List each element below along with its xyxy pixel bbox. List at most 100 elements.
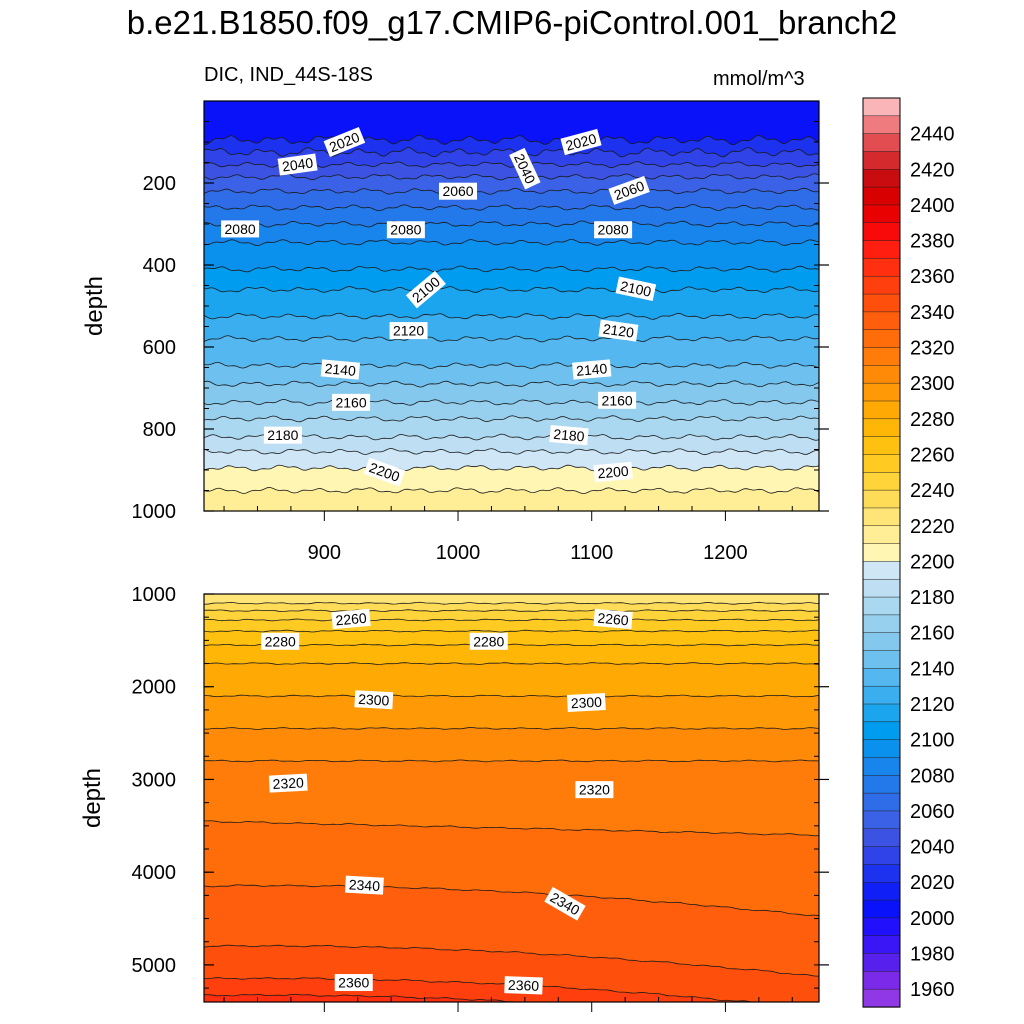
contour-label-text: 2040 [281,154,314,174]
contour-label: 2160 [598,391,637,409]
contour-label-text: 2060 [442,183,473,199]
contour-line-2120 [204,312,819,320]
colorbar-label: 2160 [910,623,955,645]
contour-band-2360 [204,994,531,1002]
contour-label-box [615,276,657,302]
colorbar-bin [862,275,901,295]
contour-label-text: 2200 [597,463,630,482]
colorbar-bin [862,258,901,277]
contour-label-box [389,322,428,340]
colorbar-bin [862,757,901,776]
contour-label-box [405,270,446,309]
colorbar-bin [862,864,901,883]
colorbar-bin [862,418,901,438]
contour-label-text: 2160 [602,392,633,408]
contour-label-box [334,974,373,992]
colorbar: 2440 2420 2400 2380 2360 2340 2320 2300 2280 2260… [862,97,955,1008]
contour-label-box [593,461,633,483]
contour-label-box [331,608,371,630]
contour-label: 2360 [504,976,543,995]
contour-label-box [509,147,541,190]
colorbar-label: 2320 [910,338,955,360]
contour-line-2160 [204,398,819,406]
contour-label-text: 2340 [348,876,380,894]
colorbar-bin [862,578,901,598]
contour-line-2050 [204,173,819,181]
colorbar-label: 2040 [910,837,955,859]
y-tick-label: 5000 [132,955,177,977]
colorbar-bin [862,507,901,527]
colorbar-bin [862,400,901,420]
units-label: mmol/m^3 [713,68,805,90]
contour-label-text: 2320 [579,782,610,798]
colorbar-bin [862,472,901,491]
contour-label-box [549,425,589,446]
colorbar-bin [862,596,901,616]
contour-line-2200 [204,464,819,472]
contour-label-box [608,175,650,205]
y-axis-title: depth [81,276,108,336]
colorbar-label: 2180 [910,587,955,609]
colorbar-bin [862,561,901,580]
contour-line-2330 [204,884,819,917]
contour-label: 2140 [572,359,612,380]
contour-label-box [439,182,478,200]
contour-label: 2180 [549,425,589,446]
contour-label: 2100 [615,276,657,302]
colorbar-bin [862,632,901,652]
colorbar-bin [862,329,901,349]
colorbar-bin [862,685,901,705]
contour-label: 2280 [469,632,508,650]
contour-label-box [598,319,639,342]
contour-label: 2300 [354,690,394,710]
colorbar-bin [862,739,901,759]
contour-label: 2080 [386,221,425,239]
contour-line-2210 [204,486,819,494]
colorbar-bin [862,881,901,901]
contour-label-text: 2140 [324,360,357,379]
colorbar-label: 2300 [910,373,955,395]
contour-label-box [363,457,406,487]
contour-label: 2200 [593,461,633,483]
contour-label: 2180 [263,426,302,444]
contour-line-2240 [204,609,819,613]
contour-line-2140 [204,361,819,369]
contour-label: 2320 [575,781,614,799]
contour-label-box [566,693,606,712]
contour-line-2100 [204,265,819,273]
colorbar-label: 2120 [910,694,955,716]
contour-label-text: 2360 [338,975,369,991]
colorbar-label: 2360 [910,266,955,288]
contour-line-2280 [204,662,819,665]
contour-line-2030 [204,146,819,158]
y-tick-label: 600 [143,337,176,359]
y-tick-label: 1000 [132,501,177,523]
contour-line-2070 [204,203,819,212]
contour-label: 2300 [566,693,606,712]
contour-label: 2060 [439,182,478,200]
contour-line-2310 [204,759,819,763]
colorbar-bin [862,169,901,188]
contour-line-2080 [204,220,819,228]
colorbar-bin [862,222,901,242]
colorbar-label: 2080 [910,765,955,787]
colorbar-bin [862,293,901,313]
contour-label-text: 2280 [473,633,504,649]
colorbar-bin [862,792,901,812]
colorbar-label: 2100 [910,730,955,752]
colorbar-label: 2440 [910,124,955,146]
contour-label-text: 2080 [598,222,629,238]
contour-label-text: 2100 [619,278,653,300]
contour-label-box [263,426,302,444]
contour-line-2190 [204,448,819,456]
contour-line-2270 [204,643,819,647]
colorbar-bin [862,97,901,117]
contour-label: 2260 [593,608,633,630]
contour-label-text: 2320 [272,774,304,792]
contour-label: 2120 [389,322,428,340]
x-tick-label: 1200 [703,542,748,564]
contour-label-text: 2120 [602,321,635,341]
colorbar-bin [862,382,901,402]
contour-line-2230 [204,601,819,605]
